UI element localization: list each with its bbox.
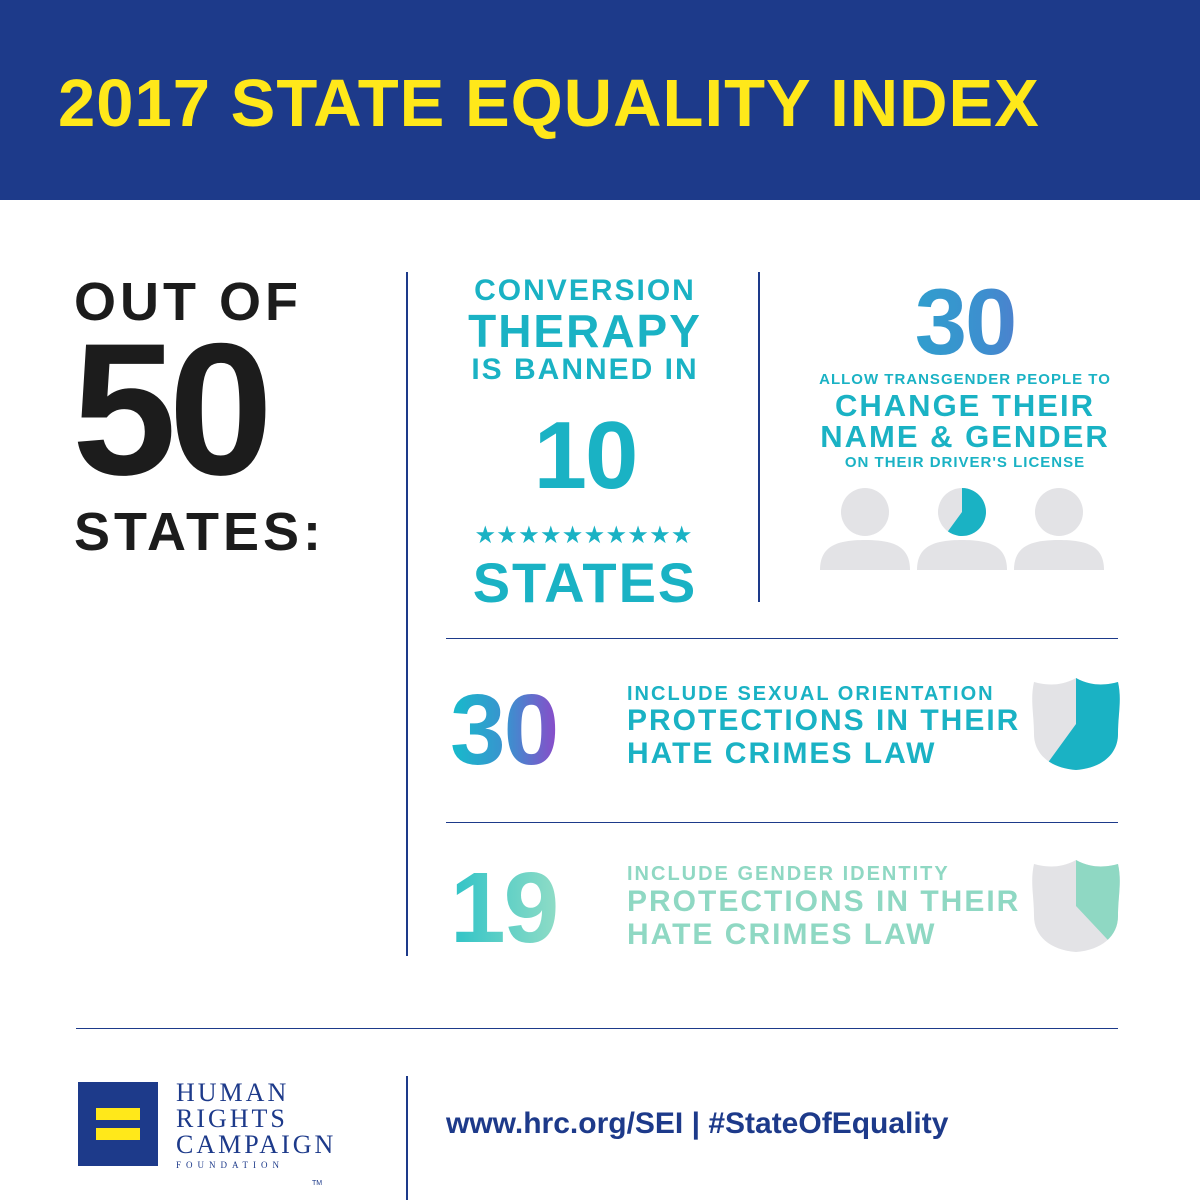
sexual-orientation-line3: HATE CRIMES LAW [627, 737, 937, 770]
logo-bar-top [96, 1108, 140, 1120]
header-banner [0, 0, 1200, 200]
footer-link[interactable]: www.hrc.org/SEI | #StateOfEquality [446, 1107, 949, 1140]
shield-icon [1032, 678, 1120, 770]
footer-vertical-divider [406, 1076, 408, 1200]
person-icon [1014, 488, 1104, 570]
hrc-logo-icon [78, 1082, 158, 1166]
transgender-line2: CHANGE THEIR [835, 388, 1095, 423]
intro-number: 50 [72, 304, 273, 514]
conversion-unit: STATES [472, 551, 698, 614]
divider-2 [446, 822, 1118, 823]
gender-identity-line3: HATE CRIMES LAW [627, 918, 937, 951]
transgender-line1: ALLOW TRANSGENDER PEOPLE TO [819, 371, 1111, 388]
conversion-line3: IS BANNED IN [471, 353, 699, 386]
sexual-orientation-line1: INCLUDE SEXUAL ORIENTATION [627, 683, 995, 705]
gender-identity-line2: PROTECTIONS IN THEIR [627, 885, 1021, 918]
gender-identity-line1: INCLUDE GENDER IDENTITY [627, 863, 950, 885]
shield-icon-gender [1032, 860, 1120, 952]
intro-out-of: OUT OF [74, 272, 302, 332]
top-vertical-divider [758, 272, 760, 602]
footer-divider [76, 1028, 1118, 1029]
main-vertical-divider [406, 272, 408, 956]
org-name-line1: HUMAN [176, 1078, 290, 1107]
intro-states: STATES: [74, 502, 325, 562]
people-icons [820, 488, 1104, 570]
conversion-line1: CONVERSION [474, 274, 696, 307]
org-name-line3: CAMPAIGN [176, 1130, 337, 1159]
transgender-number: 30 [780, 275, 1150, 369]
conversion-number: 10 [533, 402, 639, 509]
person-icon-partial [917, 488, 1007, 570]
star-row-icon: ★★★★★★★★★★ [475, 524, 695, 547]
transgender-line3: NAME & GENDER [820, 419, 1110, 454]
sexual-orientation-line2: PROTECTIONS IN THEIR [627, 704, 1021, 737]
conversion-line2: THERAPY [468, 305, 702, 357]
page-title: 2017 STATE EQUALITY INDEX [58, 66, 1040, 141]
gender-identity-number: 19 [450, 852, 559, 964]
person-icon [820, 488, 910, 570]
transgender-line4: ON THEIR DRIVER'S LICENSE [844, 454, 1086, 471]
trademark-mark: TM [312, 1180, 323, 1187]
org-name-line2: RIGHTS [176, 1104, 288, 1133]
sexual-orientation-number: 30 [450, 674, 559, 786]
logo-bar-bottom [96, 1128, 140, 1140]
divider-1 [446, 638, 1118, 639]
org-name-line4: FOUNDATION [176, 1160, 284, 1170]
